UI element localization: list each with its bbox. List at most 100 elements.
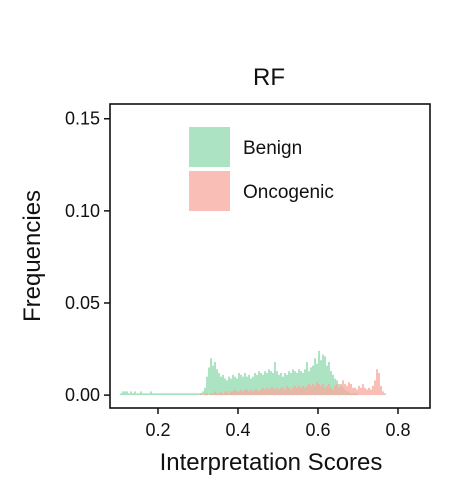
bar-benign — [154, 393, 156, 396]
bar-oncogenic — [260, 389, 262, 396]
x-tick-label: 0.2 — [145, 420, 170, 440]
bar-benign — [330, 371, 332, 396]
bar-benign — [156, 393, 158, 396]
bar-benign — [190, 393, 192, 396]
bar-benign — [144, 393, 146, 396]
bar-oncogenic — [238, 391, 240, 396]
bar-oncogenic — [310, 385, 312, 396]
bar-benign — [246, 376, 248, 396]
bar-benign — [326, 365, 328, 396]
bar-oncogenic — [358, 385, 360, 396]
bar-oncogenic — [218, 393, 220, 396]
bar-oncogenic — [320, 385, 322, 396]
bar-benign — [134, 391, 136, 396]
bar-benign — [182, 393, 184, 396]
bar-oncogenic — [348, 382, 350, 396]
bar-benign — [306, 361, 308, 396]
series-oncogenic — [200, 369, 386, 396]
bar-oncogenic — [330, 387, 332, 396]
bar-benign — [324, 356, 326, 396]
bar-oncogenic — [228, 393, 230, 396]
bar-oncogenic — [240, 389, 242, 396]
bar-oncogenic — [364, 387, 366, 396]
bar-benign — [318, 350, 320, 396]
bar-oncogenic — [346, 385, 348, 396]
bar-benign — [142, 393, 144, 396]
bar-benign — [132, 393, 134, 396]
bar-oncogenic — [254, 389, 256, 396]
bar-benign — [322, 354, 324, 396]
bar-benign — [120, 393, 122, 396]
bar-oncogenic — [368, 387, 370, 396]
bar-benign — [168, 393, 170, 396]
bar-oncogenic — [280, 387, 282, 396]
bar-benign — [196, 393, 198, 396]
bar-oncogenic — [328, 384, 330, 396]
bar-benign — [204, 387, 206, 396]
bar-oncogenic — [206, 393, 208, 396]
bar-benign — [224, 378, 226, 396]
bar-oncogenic — [334, 385, 336, 396]
bar-benign — [314, 358, 316, 396]
legend: Benign Oncogenic — [189, 127, 334, 211]
bar-oncogenic — [226, 391, 228, 396]
bar-oncogenic — [264, 389, 266, 396]
bar-benign — [260, 372, 262, 396]
bar-oncogenic — [252, 391, 254, 396]
bar-benign — [124, 391, 126, 396]
bar-benign — [162, 393, 164, 396]
bar-benign — [320, 360, 322, 396]
bar-oncogenic — [298, 385, 300, 396]
bar-benign — [300, 371, 302, 396]
bar-benign — [304, 369, 306, 396]
bar-benign — [192, 393, 194, 396]
bar-benign — [272, 372, 274, 396]
bar-benign — [152, 393, 154, 396]
bar-benign — [328, 361, 330, 396]
bar-benign — [286, 374, 288, 396]
bar-benign — [212, 365, 214, 396]
bar-benign — [254, 372, 256, 396]
x-tick-label: 0.6 — [305, 420, 330, 440]
bar-oncogenic — [344, 384, 346, 396]
bar-oncogenic — [236, 391, 238, 396]
bar-benign — [290, 372, 292, 396]
bar-benign — [238, 372, 240, 396]
bar-oncogenic — [274, 389, 276, 396]
bar-oncogenic — [286, 385, 288, 396]
bar-benign — [186, 393, 188, 396]
bar-benign — [248, 374, 250, 396]
bar-oncogenic — [314, 385, 316, 396]
bar-benign — [250, 378, 252, 396]
bar-benign — [228, 376, 230, 396]
bar-oncogenic — [234, 389, 236, 396]
bar-benign — [302, 372, 304, 396]
bar-benign — [226, 380, 228, 396]
bar-benign — [170, 393, 172, 396]
legend-label-oncogenic: Oncogenic — [243, 182, 334, 203]
bar-benign — [240, 374, 242, 396]
bar-benign — [198, 393, 200, 396]
bar-oncogenic — [336, 384, 338, 396]
bars-layer — [120, 350, 386, 396]
bar-benign — [218, 372, 220, 396]
bar-benign — [276, 371, 278, 396]
bar-oncogenic — [366, 389, 368, 396]
bar-benign — [292, 369, 294, 396]
bar-benign — [244, 372, 246, 396]
chart-title: RF — [253, 64, 285, 91]
bar-benign — [268, 369, 270, 396]
bar-benign — [136, 393, 138, 396]
bar-benign — [166, 393, 168, 396]
bar-oncogenic — [230, 391, 232, 396]
bar-benign — [184, 393, 186, 396]
bar-benign — [128, 393, 130, 396]
x-axis-title: Interpretation Scores — [160, 449, 383, 476]
bar-benign — [332, 374, 334, 396]
bar-benign — [266, 372, 268, 396]
bar-oncogenic — [308, 384, 310, 396]
bar-benign — [270, 371, 272, 396]
bar-benign — [194, 393, 196, 396]
